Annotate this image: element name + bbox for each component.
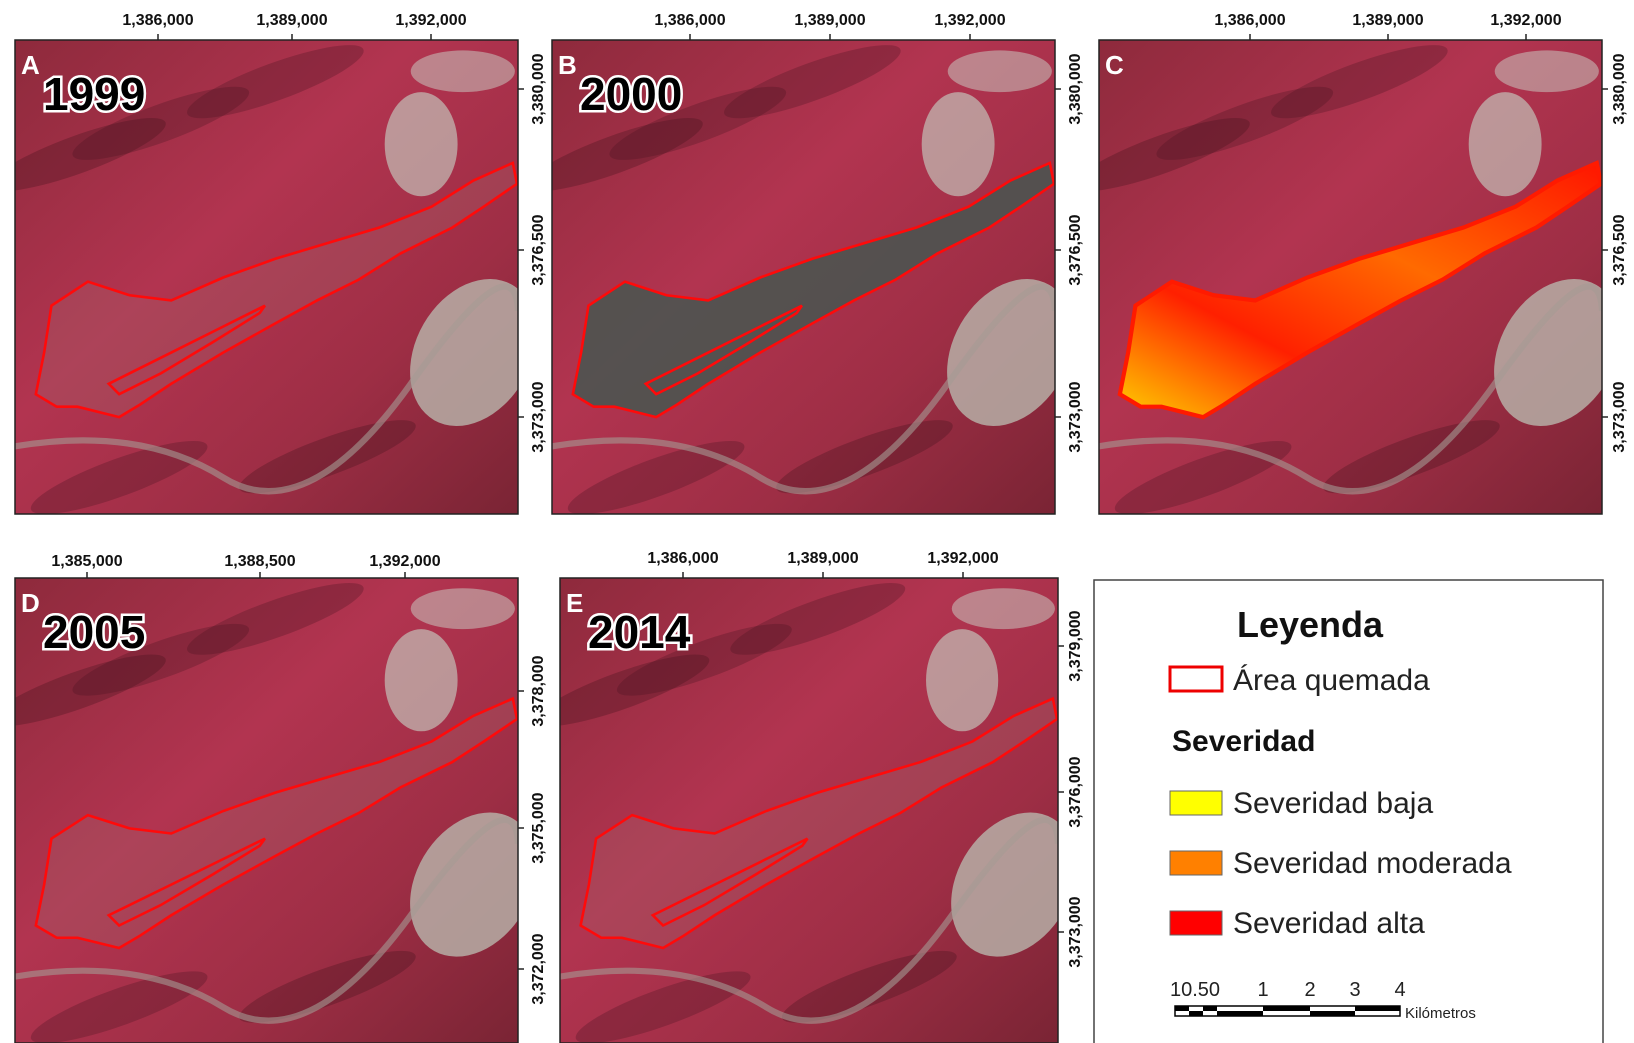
scale-bar bbox=[1175, 1006, 1400, 1016]
y-tick-label: 3,380,000 bbox=[1611, 53, 1628, 124]
panel-letter: A bbox=[21, 50, 40, 80]
x-tick-label: 1,386,000 bbox=[1214, 12, 1285, 29]
swatch bbox=[1170, 791, 1222, 815]
y-tick-label: 3,378,000 bbox=[530, 655, 547, 726]
bare-ground bbox=[948, 50, 1052, 92]
scale-label: 2 bbox=[1304, 979, 1315, 1001]
x-tick-label: 1,389,000 bbox=[1352, 12, 1423, 29]
y-tick-label: 3,373,000 bbox=[1067, 896, 1084, 967]
scale-label: 10.50 bbox=[1170, 979, 1220, 1001]
scale-label: 1 bbox=[1257, 979, 1268, 1001]
x-tick-label: 1,386,000 bbox=[654, 12, 725, 29]
y-tick-label: 3,380,000 bbox=[1067, 53, 1084, 124]
y-tick-label: 3,376,500 bbox=[530, 214, 547, 285]
x-tick-label: 1,389,000 bbox=[787, 550, 858, 567]
x-tick-label: 1,392,000 bbox=[927, 550, 998, 567]
y-tick-label: 3,380,000 bbox=[530, 53, 547, 124]
legend-label: Severidad moderada bbox=[1233, 847, 1512, 880]
bare-ground bbox=[952, 588, 1055, 629]
satellite-image bbox=[1067, 32, 1634, 527]
y-tick-label: 3,372,000 bbox=[530, 933, 547, 1004]
panel-letter: B bbox=[558, 50, 577, 80]
bare-ground bbox=[922, 92, 995, 196]
y-tick-label: 3,373,000 bbox=[1611, 381, 1628, 452]
legend-title: Leyenda bbox=[1237, 604, 1384, 645]
panel-year: 2005 bbox=[43, 606, 145, 658]
panel-year: 2014 bbox=[588, 606, 691, 658]
bare-ground bbox=[1495, 50, 1599, 92]
x-tick-label: 1,389,000 bbox=[256, 12, 327, 29]
map-panel: A1999 1,386,000 1,389,000 1,392,000 3,380,00… bbox=[0, 12, 562, 527]
scale-label: 3 bbox=[1349, 979, 1360, 1001]
swatch bbox=[1170, 911, 1222, 935]
panel-year: 2000 bbox=[580, 68, 682, 120]
swatch bbox=[1170, 851, 1222, 875]
x-tick-label: 1,386,000 bbox=[647, 550, 718, 567]
bare-ground bbox=[411, 588, 515, 629]
bare-ground bbox=[1469, 92, 1542, 196]
scale-label: 4 bbox=[1394, 979, 1405, 1001]
legend-label: Área quemada bbox=[1233, 664, 1430, 697]
panel-letter: C bbox=[1105, 50, 1124, 80]
y-tick-label: 3,376,000 bbox=[1067, 756, 1084, 827]
y-tick-label: 3,376,500 bbox=[1067, 214, 1084, 285]
bare-ground bbox=[411, 50, 515, 92]
x-tick-label: 1,392,000 bbox=[1490, 12, 1561, 29]
x-tick-label: 1,388,500 bbox=[224, 553, 295, 570]
legend: Leyenda Área quemada Severidad Severidad… bbox=[1094, 580, 1603, 1043]
x-tick-label: 1,385,000 bbox=[51, 553, 122, 570]
legend-label: Severidad baja bbox=[1233, 787, 1433, 820]
y-tick-label: 3,375,000 bbox=[530, 792, 547, 863]
x-tick-label: 1,386,000 bbox=[122, 12, 193, 29]
x-tick-label: 1,392,000 bbox=[395, 12, 466, 29]
map-panel: C 1,386,000 1,389,000 1,392,000 3,380,000 3,3… bbox=[1067, 12, 1634, 527]
panel-letter: E bbox=[566, 588, 583, 618]
bare-ground bbox=[926, 629, 998, 731]
x-tick-label: 1,389,000 bbox=[794, 12, 865, 29]
bare-ground bbox=[385, 629, 458, 731]
legend-subtitle: Severidad bbox=[1172, 725, 1315, 758]
y-tick-label: 3,376,500 bbox=[1611, 214, 1628, 285]
legend-label: Severidad alta bbox=[1233, 907, 1425, 940]
y-tick-label: 3,373,000 bbox=[1067, 381, 1084, 452]
x-tick-label: 1,392,000 bbox=[369, 553, 440, 570]
bare-ground bbox=[385, 92, 458, 196]
y-tick-label: 3,379,000 bbox=[1067, 610, 1084, 681]
panel-letter: D bbox=[21, 588, 40, 618]
figure: Leyenda Área quemada Severidad Severidad… bbox=[0, 0, 1634, 1043]
panel-year: 1999 bbox=[43, 68, 145, 120]
scale-unit: Kilómetros bbox=[1405, 1005, 1476, 1022]
y-tick-label: 3,373,000 bbox=[530, 381, 547, 452]
x-tick-label: 1,392,000 bbox=[934, 12, 1005, 29]
